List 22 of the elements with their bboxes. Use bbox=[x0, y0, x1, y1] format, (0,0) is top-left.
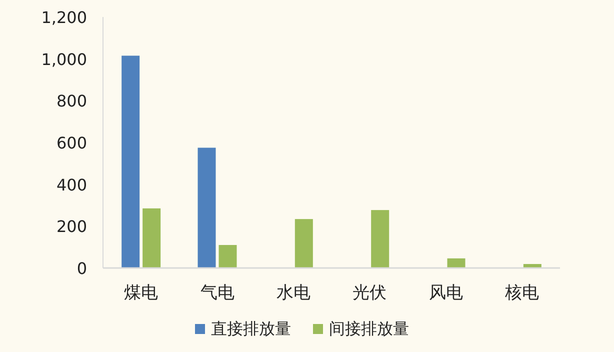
bar bbox=[142, 208, 161, 268]
x-tick-label: 水电 bbox=[276, 283, 310, 303]
x-tick-label: 风电 bbox=[428, 283, 463, 303]
legend-label: 直接排放量 bbox=[211, 319, 291, 338]
y-tick-label: 200 bbox=[56, 217, 87, 236]
bar bbox=[447, 258, 466, 268]
y-tick-label: 800 bbox=[56, 92, 87, 111]
x-tick-label: 煤电 bbox=[124, 283, 158, 303]
x-tick-label: 气电 bbox=[200, 283, 234, 303]
y-tick-label: 0 bbox=[76, 259, 87, 278]
y-tick-label: 400 bbox=[56, 175, 87, 194]
bar bbox=[198, 148, 216, 268]
bar bbox=[294, 219, 313, 268]
y-tick-label: 1,200 bbox=[41, 8, 87, 27]
y-tick-label: 600 bbox=[56, 134, 87, 152]
bar bbox=[371, 210, 390, 268]
x-tick-label: 核电 bbox=[504, 283, 539, 303]
legend-label: 间接排放量 bbox=[329, 319, 409, 338]
y-tick-label: 1,000 bbox=[41, 50, 87, 69]
bar bbox=[122, 56, 140, 268]
x-tick-label: 光伏 bbox=[352, 283, 387, 303]
bar bbox=[218, 244, 237, 268]
